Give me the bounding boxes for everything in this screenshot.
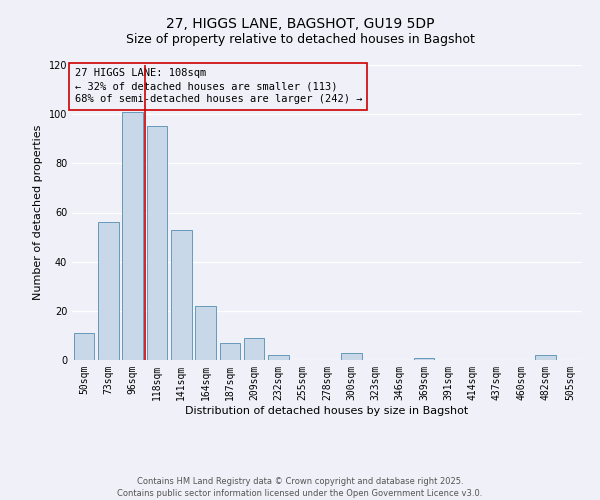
Text: Contains HM Land Registry data © Crown copyright and database right 2025.
Contai: Contains HM Land Registry data © Crown c…: [118, 476, 482, 498]
Bar: [535, 355, 556, 360]
Bar: [268, 355, 289, 360]
Bar: [244, 338, 265, 360]
X-axis label: Distribution of detached houses by size in Bagshot: Distribution of detached houses by size …: [185, 406, 469, 415]
Bar: [122, 112, 143, 360]
Text: 27, HIGGS LANE, BAGSHOT, GU19 5DP: 27, HIGGS LANE, BAGSHOT, GU19 5DP: [166, 18, 434, 32]
Bar: [74, 333, 94, 360]
Bar: [341, 352, 362, 360]
Bar: [220, 343, 240, 360]
Bar: [146, 126, 167, 360]
Y-axis label: Number of detached properties: Number of detached properties: [33, 125, 43, 300]
Bar: [171, 230, 191, 360]
Text: 27 HIGGS LANE: 108sqm
← 32% of detached houses are smaller (113)
68% of semi-det: 27 HIGGS LANE: 108sqm ← 32% of detached …: [74, 68, 362, 104]
Text: Size of property relative to detached houses in Bagshot: Size of property relative to detached ho…: [125, 32, 475, 46]
Bar: [414, 358, 434, 360]
Bar: [195, 306, 216, 360]
Bar: [98, 222, 119, 360]
